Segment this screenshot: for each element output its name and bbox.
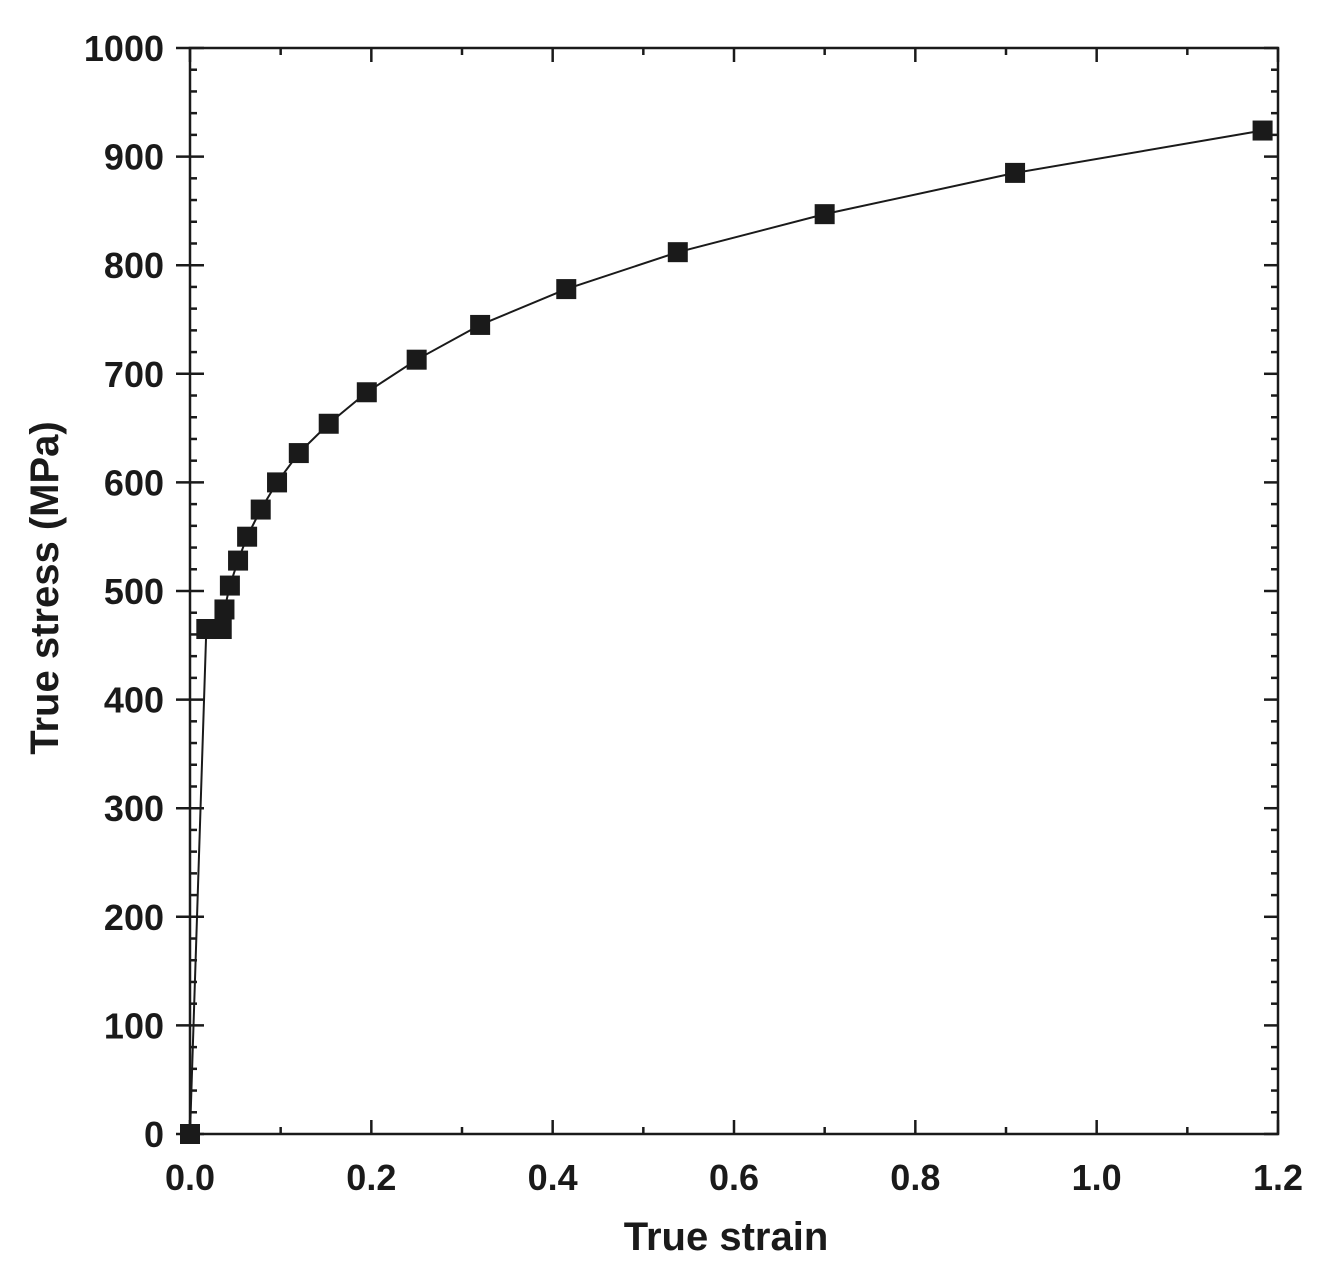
data-point (667, 242, 688, 263)
x-tick-label: 1.0 (1072, 1157, 1122, 1198)
x-tick-label: 0.4 (528, 1157, 578, 1198)
series-markers (180, 120, 1273, 1144)
x-tick-label: 0.6 (709, 1157, 759, 1198)
x-axis-title: True strain (624, 1215, 829, 1259)
x-tick-label: 1.2 (1253, 1157, 1303, 1198)
y-tick-label: 700 (104, 354, 164, 395)
y-tick-label: 800 (104, 245, 164, 286)
y-tick-labels: 0 100 200 300 400 500 600 700 800 900 1000 (84, 28, 164, 1155)
y-tick-label: 200 (104, 897, 164, 938)
y-tick-label: 600 (104, 462, 164, 503)
x-tick-label: 0.0 (165, 1157, 215, 1198)
data-point (211, 619, 232, 640)
data-point (356, 382, 377, 403)
data-point (470, 314, 491, 335)
data-point (318, 413, 339, 434)
data-point (196, 619, 217, 640)
y-tick-label: 500 (104, 571, 164, 612)
x-tick-label: 0.2 (346, 1157, 396, 1198)
data-point (556, 279, 577, 300)
data-point (1005, 162, 1026, 183)
y-tick-label: 1000 (84, 28, 164, 69)
data-point (228, 550, 249, 571)
data-point (237, 526, 258, 547)
axis-ticks (176, 46, 1280, 1136)
y-axis-title: True stress (MPa) (23, 421, 67, 754)
data-point (250, 499, 271, 520)
data-point (406, 349, 427, 370)
data-point (219, 575, 240, 596)
y-tick-label: 900 (104, 137, 164, 178)
data-point (1252, 120, 1273, 141)
data-point (288, 443, 309, 464)
data-point (180, 1124, 200, 1144)
y-tick-label: 300 (104, 788, 164, 829)
y-tick-label: 0 (144, 1114, 164, 1155)
data-point (214, 599, 235, 620)
data-point (814, 204, 835, 225)
plot-frame (188, 46, 1280, 1136)
data-point (267, 472, 288, 493)
series-line (189, 129, 1263, 1135)
x-tick-labels: 0.0 0.2 0.4 0.6 0.8 1.0 1.2 (165, 1157, 1303, 1198)
x-tick-label: 0.8 (890, 1157, 940, 1198)
y-tick-label: 400 (104, 680, 164, 721)
y-tick-label: 100 (104, 1005, 164, 1046)
